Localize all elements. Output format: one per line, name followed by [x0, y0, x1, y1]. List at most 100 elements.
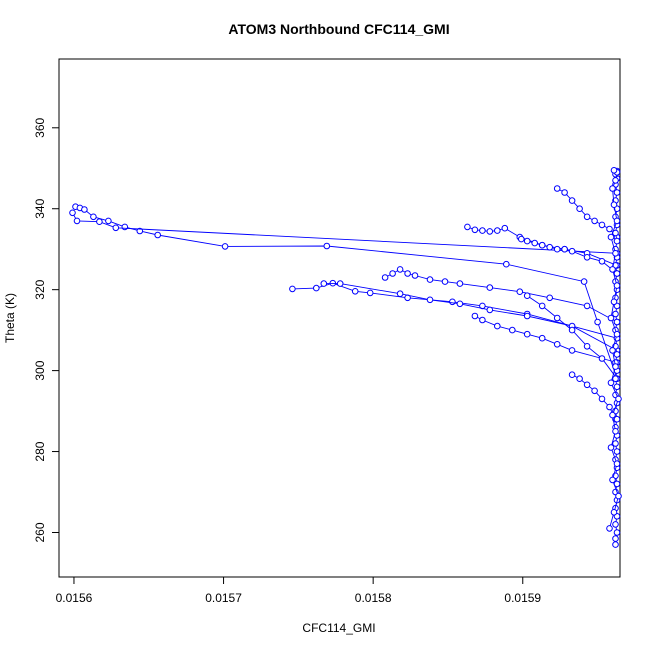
data-point [486, 228, 494, 235]
series-line [384, 268, 618, 323]
data-point [389, 270, 396, 277]
data-point [613, 318, 621, 326]
data-point [583, 343, 591, 350]
data-point [583, 213, 591, 221]
data-point [479, 227, 486, 234]
y-tick-label: 320 [33, 279, 47, 299]
data-point [289, 285, 296, 293]
data-point [612, 375, 619, 383]
data-point [607, 444, 615, 451]
y-tick-label: 360 [33, 117, 47, 137]
data-point [546, 243, 554, 251]
data-point [494, 227, 501, 234]
data-point [411, 272, 419, 279]
data-point [538, 241, 546, 249]
data-point [606, 525, 613, 532]
data-point [613, 351, 621, 358]
data-point [351, 288, 359, 295]
data-point [516, 288, 524, 296]
data-point [576, 205, 583, 212]
series-line [72, 212, 618, 254]
series-layer [69, 167, 622, 548]
data-point [313, 284, 320, 292]
data-point [606, 225, 613, 233]
data-point [568, 326, 576, 334]
data-point [561, 245, 568, 253]
data-point [612, 541, 619, 548]
data-point [154, 231, 161, 239]
data-point [404, 270, 411, 277]
data-point [396, 266, 404, 273]
y-axis: 260 280 300 320 340 360 [33, 117, 60, 543]
data-point [366, 289, 374, 297]
data-point [598, 258, 606, 265]
data-point [553, 185, 561, 192]
data-point [613, 529, 621, 536]
data-point [613, 270, 621, 277]
data-point [607, 379, 615, 387]
data-point [612, 363, 619, 370]
data-point [509, 326, 516, 334]
data-point [598, 355, 606, 362]
x-tick-label: 0.0156 [56, 591, 93, 605]
y-tick-label: 280 [33, 441, 47, 461]
data-point [518, 235, 525, 243]
data-point [503, 260, 510, 268]
data-point [323, 242, 331, 250]
data-point [580, 278, 588, 285]
data-point [613, 189, 621, 196]
data-point [606, 403, 613, 411]
data-point [612, 521, 619, 528]
y-tick-label: 260 [33, 522, 47, 542]
data-point [553, 314, 561, 322]
data-point [538, 334, 546, 342]
data-point [486, 306, 494, 314]
data-point [609, 476, 616, 484]
data-point [609, 411, 616, 419]
data-point [612, 428, 619, 435]
data-point [105, 217, 112, 225]
data-point [610, 201, 618, 208]
data-point [612, 250, 619, 257]
data-point [598, 395, 606, 403]
data-point [494, 322, 501, 330]
data-point [221, 243, 229, 250]
data-point [612, 440, 619, 447]
data-point [609, 185, 616, 192]
data-point [591, 387, 598, 395]
data-point [583, 381, 591, 389]
data-point [610, 298, 618, 306]
data-point [576, 375, 583, 383]
data-point [615, 492, 622, 500]
data-point [613, 330, 621, 338]
data-point [583, 302, 591, 310]
x-tick-label: 0.0159 [504, 591, 541, 605]
data-point [441, 278, 449, 285]
y-axis-label: Theta (K) [3, 293, 17, 343]
data-point [449, 298, 456, 306]
data-point [121, 223, 129, 231]
data-point [486, 284, 494, 291]
data-point [613, 282, 621, 289]
data-point [501, 224, 509, 232]
data-point [426, 276, 434, 283]
data-point [456, 300, 464, 308]
data-point [320, 280, 328, 287]
data-point [456, 280, 464, 287]
data-point [81, 206, 88, 213]
data-point [607, 233, 615, 241]
data-point [531, 239, 539, 247]
data-point [598, 221, 606, 229]
data-point [613, 383, 621, 391]
data-point [607, 314, 615, 322]
data-point [568, 371, 576, 379]
data-point [538, 302, 546, 310]
data-point [73, 217, 81, 225]
data-point [553, 245, 561, 253]
data-point [112, 224, 120, 232]
chart-title: ATOM3 Northbound CFC114_GMI [228, 21, 449, 37]
data-point [523, 237, 531, 245]
data-point [615, 395, 622, 403]
data-point [613, 217, 621, 225]
